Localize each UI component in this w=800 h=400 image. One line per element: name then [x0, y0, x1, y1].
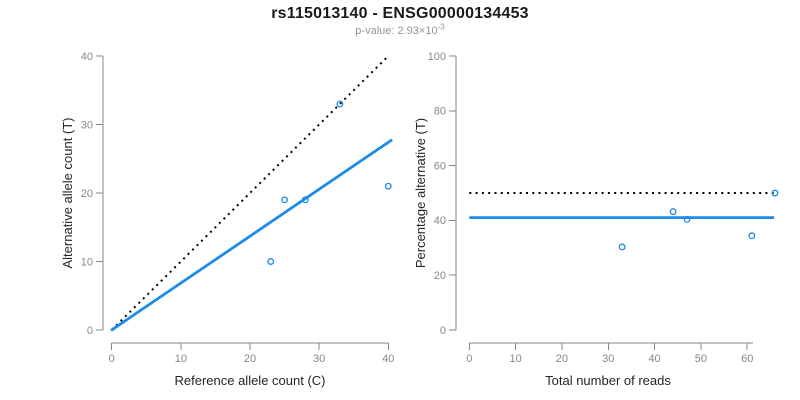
y-tick-label: 60: [434, 160, 446, 172]
x-tick-label: 30: [602, 353, 614, 365]
subtitle-exponent: -3: [437, 22, 445, 32]
fit-line: [110, 138, 393, 332]
data-point: [336, 100, 344, 108]
left-y-axis-title: Alternative allele count (T): [60, 117, 75, 268]
x-tick-label: 20: [556, 353, 568, 365]
x-tick-label: 0: [466, 353, 472, 365]
x-tick-label: 40: [382, 353, 394, 365]
data-point: [384, 182, 392, 190]
y-tick-label: 40: [81, 51, 93, 63]
x-tick-label: 40: [648, 353, 660, 365]
y-tick-label: 100: [428, 51, 446, 63]
x-tick-label: 30: [313, 353, 325, 365]
data-point: [618, 243, 626, 251]
right-scatter-plot: Total number of reads Percentage alterna…: [413, 51, 779, 388]
data-point: [771, 189, 779, 197]
y-tick-label: 20: [81, 188, 93, 200]
y-tick-label: 0: [87, 325, 93, 337]
y-tick-label: 10: [81, 256, 93, 268]
right-y-axis-title: Percentage alternative (T): [413, 118, 428, 268]
identity-line: [110, 55, 390, 331]
y-tick-label: 80: [434, 106, 446, 118]
data-point: [281, 196, 289, 204]
x-tick-label: 20: [244, 353, 256, 365]
data-point: [669, 208, 677, 216]
data-point: [748, 232, 756, 240]
x-tick-label: 0: [109, 353, 115, 365]
left-x-axis-title: Reference allele count (C): [174, 373, 325, 388]
y-tick-label: 30: [81, 119, 93, 131]
figure-title: rs115013140 - ENSG00000134453: [271, 5, 529, 22]
subtitle-label: p-value:: [355, 25, 398, 37]
x-tick-label: 60: [741, 353, 753, 365]
y-tick-label: 0: [440, 325, 446, 337]
data-point: [267, 258, 275, 265]
left-scatter-plot: Reference allele count (C) Alternative a…: [60, 51, 394, 388]
y-tick-label: 20: [434, 270, 446, 282]
data-point: [683, 215, 691, 223]
subtitle-value: 2.93×10: [397, 25, 438, 37]
data-point: [301, 196, 309, 204]
x-tick-label: 50: [695, 353, 707, 365]
x-tick-label: 10: [509, 353, 521, 365]
figure-subtitle: p-value: 2.93×10-3: [0, 22, 800, 37]
right-x-axis-title: Total number of reads: [545, 373, 671, 388]
x-tick-label: 10: [175, 353, 187, 365]
y-tick-label: 40: [434, 215, 446, 227]
